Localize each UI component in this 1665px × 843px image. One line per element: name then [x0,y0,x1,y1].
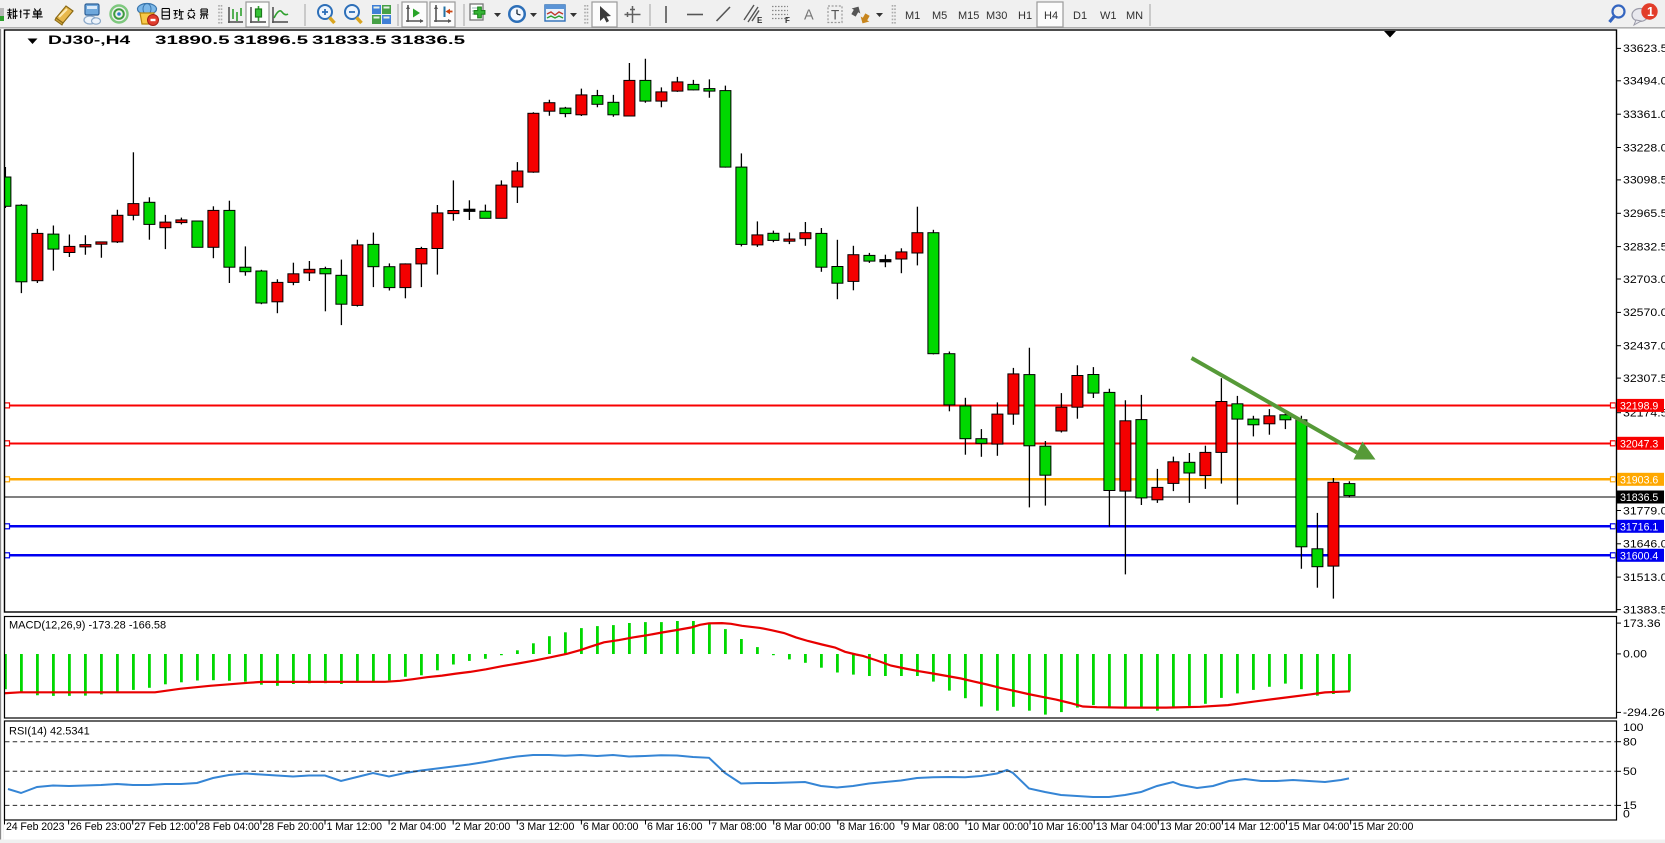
svg-text:8 Mar 16:00: 8 Mar 16:00 [839,821,895,833]
svg-text:RSI(14) 42.5341: RSI(14) 42.5341 [9,726,90,738]
svg-text:T: T [831,8,839,23]
svg-text:32965.5: 32965.5 [1623,208,1665,220]
svg-text:0: 0 [1623,808,1630,820]
svg-text:33494.0: 33494.0 [1623,75,1665,87]
svg-text:31903.6: 31903.6 [1620,474,1658,486]
svg-text:15: 15 [1623,800,1637,812]
svg-text:8 Mar 00:00: 8 Mar 00:00 [775,821,831,833]
svg-text:M5: M5 [932,10,947,22]
svg-text:15 Mar 20:00: 15 Mar 20:00 [1352,821,1413,833]
svg-text:1 Mar 12:00: 1 Mar 12:00 [327,821,383,833]
svg-text:31779.0: 31779.0 [1623,505,1665,517]
svg-text:28 Feb 20:00: 28 Feb 20:00 [262,821,323,833]
svg-text:9 Mar 08:00: 9 Mar 08:00 [903,821,959,833]
svg-text:2 Mar 04:00: 2 Mar 04:00 [391,821,447,833]
svg-text:13 Mar 04:00: 13 Mar 04:00 [1096,821,1157,833]
svg-text:31646.0: 31646.0 [1623,538,1665,550]
svg-text:31836.5: 31836.5 [391,33,466,47]
svg-text:E: E [757,16,763,25]
svg-text:31896.5: 31896.5 [234,33,309,47]
svg-text:173.36: 173.36 [1623,617,1661,629]
svg-text:27 Feb 12:00: 27 Feb 12:00 [134,821,195,833]
svg-text:F: F [785,16,790,25]
svg-text:31716.1: 31716.1 [1620,521,1658,533]
svg-text:33623.5: 33623.5 [1623,43,1665,55]
svg-text:24 Feb 2023: 24 Feb 2023 [6,821,65,833]
svg-text:50: 50 [1623,766,1637,778]
svg-text:28 Feb 04:00: 28 Feb 04:00 [198,821,259,833]
svg-text:3 Mar 12:00: 3 Mar 12:00 [519,821,575,833]
svg-text:13 Mar 20:00: 13 Mar 20:00 [1160,821,1221,833]
svg-text:32703.0: 32703.0 [1623,273,1665,285]
svg-text:D1: D1 [1073,10,1087,22]
svg-text:DJ30-,H4: DJ30-,H4 [48,34,130,47]
svg-text:6 Mar 00:00: 6 Mar 00:00 [583,821,639,833]
svg-text:100: 100 [1623,721,1644,733]
svg-text:32437.0: 32437.0 [1623,340,1665,352]
svg-text:32832.5: 32832.5 [1623,241,1665,253]
svg-text:M30: M30 [986,10,1007,22]
svg-text:6 Mar 16:00: 6 Mar 16:00 [647,821,703,833]
svg-text:1: 1 [1647,5,1654,19]
svg-text:32570.0: 32570.0 [1623,307,1665,319]
svg-text:32047.3: 32047.3 [1620,438,1658,450]
svg-text:15 Mar 04:00: 15 Mar 04:00 [1288,821,1349,833]
svg-text:31600.4: 31600.4 [1620,550,1658,562]
svg-text:33228.0: 33228.0 [1623,142,1665,154]
svg-text:80: 80 [1623,736,1637,748]
svg-text:31383.5: 31383.5 [1623,604,1665,616]
svg-text:10 Mar 00:00: 10 Mar 00:00 [968,821,1029,833]
svg-text:32307.5: 32307.5 [1623,372,1665,384]
svg-text:26 Feb 23:00: 26 Feb 23:00 [70,821,131,833]
svg-text:33098.5: 33098.5 [1623,174,1665,186]
svg-text:0.00: 0.00 [1623,648,1647,660]
svg-text:31513.0: 31513.0 [1623,571,1665,583]
svg-text:2 Mar 20:00: 2 Mar 20:00 [455,821,511,833]
svg-text:14 Mar 12:00: 14 Mar 12:00 [1224,821,1285,833]
svg-text:-294.26: -294.26 [1623,707,1665,719]
svg-text:H4: H4 [1044,10,1058,22]
svg-text:M15: M15 [958,10,979,22]
svg-text:A: A [804,8,814,24]
svg-text:32198.9: 32198.9 [1620,400,1658,412]
svg-text:31833.5: 31833.5 [312,33,387,47]
svg-text:33361.0: 33361.0 [1623,109,1665,121]
svg-text:10 Mar 16:00: 10 Mar 16:00 [1032,821,1093,833]
svg-text:H1: H1 [1018,10,1032,22]
svg-text:31890.5: 31890.5 [155,33,230,47]
svg-text:MACD(12,26,9) -173.28 -166.58: MACD(12,26,9) -173.28 -166.58 [9,620,166,632]
svg-text:31836.5: 31836.5 [1620,492,1658,504]
svg-text:MN: MN [1126,10,1143,22]
svg-text:7 Mar 08:00: 7 Mar 08:00 [711,821,767,833]
svg-text:M1: M1 [905,10,920,22]
svg-text:W1: W1 [1100,10,1117,22]
